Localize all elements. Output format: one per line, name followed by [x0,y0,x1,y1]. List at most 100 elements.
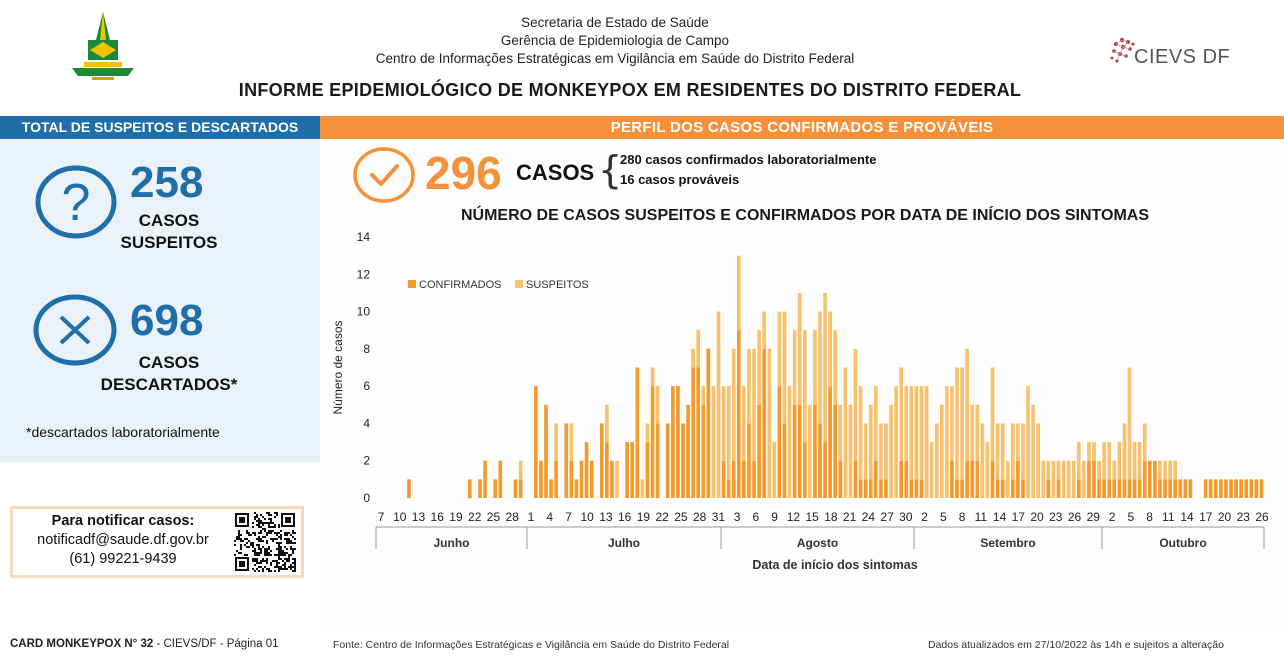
header-line-2: Gerência de Epidemiologia de Campo [500,33,730,48]
x-tick-label: 20 [1030,510,1044,524]
bar-suspected [701,386,706,405]
bar-suspected [1005,460,1010,498]
x-tick-label: 27 [880,510,894,524]
qr-code-icon[interactable] [234,512,296,572]
bar-suspected [802,330,807,443]
bar-confirmed [579,460,584,498]
bar-suspected [645,423,650,443]
bar-confirmed [1208,479,1213,498]
x-tick-label: 22 [468,510,482,524]
x-tick-label: 25 [487,510,501,524]
suspects-label-line-2: SUSPEITOS [120,233,218,252]
month-label: Setembro [980,536,1035,550]
bar-confirmed [544,404,548,498]
notify-title: Para notificar casos: [51,513,195,529]
bar-confirmed [1234,479,1238,498]
footer-card-rest: - CIEVS/DF - Página 01 [153,638,279,650]
bar-confirmed [950,460,954,498]
bar-confirmed [1213,479,1218,498]
bar-suspected [762,311,767,349]
x-tick-label: 30 [899,510,913,524]
bar-confirmed [1102,479,1106,498]
bar-suspected [752,348,756,461]
bar-confirmed [960,479,964,498]
bar-confirmed [498,460,503,498]
bar-suspected [965,348,969,461]
bar-confirmed [665,423,670,498]
x-tick-label: 7 [378,510,385,524]
x-tick-label: 8 [959,510,966,524]
x-tick-label: 31 [712,510,726,524]
bar-confirmed [1183,479,1188,498]
bar-confirmed [468,479,472,498]
x-tick-label: 13 [412,510,426,524]
bar-suspected [1016,423,1020,461]
x-axis-label: Data de início dos sintomas [752,558,917,572]
bar-suspected [655,386,660,424]
bar-confirmed [1224,479,1228,498]
bar-confirmed [802,442,807,498]
bar-suspected [1056,460,1061,480]
bar-confirmed [493,479,498,498]
bar-confirmed [1168,479,1172,498]
bar-confirmed [584,442,589,498]
bar-confirmed [747,423,751,498]
bar-suspected [1107,442,1112,480]
bar-confirmed [1142,460,1147,498]
bar-suspected [828,311,832,387]
bar-confirmed [574,479,579,498]
bar-confirmed [696,367,701,498]
bar-confirmed [757,404,761,498]
bar-suspected [924,386,929,498]
bar-confirmed [909,479,914,498]
y-tick-label: 4 [363,416,370,430]
bar-confirmed [1122,479,1127,498]
bar-suspected [797,292,802,405]
legend-swatch-confirmed [408,280,416,288]
footer-card-number: CARD MONKEYPOX N° 32 [10,638,154,650]
bar-suspected [1087,442,1091,461]
bar-suspected [1061,460,1066,498]
bar-confirmed [990,460,995,498]
bar-confirmed [726,479,731,498]
bar-suspected [813,330,817,405]
bar-confirmed [1259,479,1264,498]
notify-email[interactable]: notificadf@saude.df.gov.br [37,532,209,548]
bar-suspected [1097,460,1101,480]
svg-text:?: ? [62,174,91,232]
legend-swatch-suspected [515,280,523,288]
bar-suspected [1102,442,1106,480]
bar-suspected [889,404,893,498]
x-tick-label: 17 [1199,510,1213,524]
chart-title: NÚMERO DE CASOS SUSPEITOS E CONFIRMADOS … [460,207,1150,224]
bar-suspected [1092,442,1096,461]
bar-confirmed [691,367,695,498]
bar-confirmed [483,460,487,498]
total-cases-count: 296 [425,147,502,199]
bar-suspected [782,311,787,424]
brace-icon: { [598,148,623,192]
bar-suspected [868,404,873,480]
discarded-footnote: *descartados laboratorialmente [26,424,220,440]
bar-confirmed [645,442,650,498]
bar-confirmed [792,404,797,498]
x-tick-label: 25 [674,510,688,524]
bar-confirmed [706,348,711,498]
bar-suspected [747,348,751,424]
right-panel-heading: PERFIL DOS CASOS CONFIRMADOS E PROVÁVEIS [320,116,1284,139]
month-label: Outubro [1159,536,1206,550]
bar-confirmed [914,479,919,498]
notify-contact: Para notificar casos: notificadf@saude.d… [14,512,232,569]
bar-confirmed [1046,479,1051,498]
x-tick-label: 10 [581,510,595,524]
bar-confirmed [828,386,832,498]
bar-confirmed [1254,479,1259,498]
bar-suspected [1173,460,1178,480]
x-tick-label: 17 [1012,510,1026,524]
x-tick-label: 24 [862,510,876,524]
bar-suspected [950,386,954,461]
x-tick-label: 23 [1049,510,1063,524]
bar-confirmed [970,460,975,498]
bar-confirmed [995,479,1000,498]
